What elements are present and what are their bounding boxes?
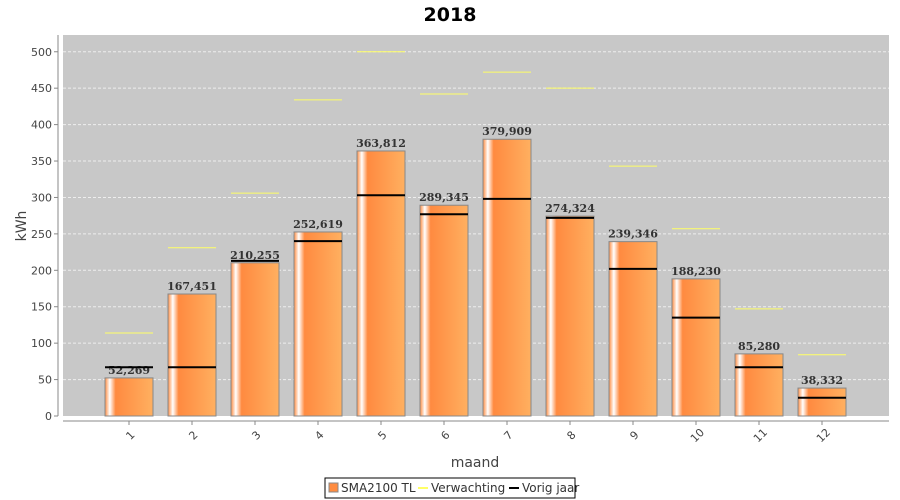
legend: SMA2100 TL Verwachting Vorig jaar [324,477,579,499]
x-tick-label: 1 [123,428,137,442]
y-tick-label: 250 [31,228,52,241]
bar [356,150,406,417]
x-tick-label: 10 [688,426,707,445]
chart-title: 2018 [424,4,477,26]
x-tick-label: 3 [249,428,263,442]
x-tick-label: 7 [501,428,515,442]
y-tick-label: 300 [31,191,52,204]
y-tick-label: 200 [31,264,52,277]
bar-label: 85,280 [738,340,780,353]
bar-label: 363,812 [356,137,406,150]
bar [482,138,532,417]
y-axis-label: kWh [14,211,30,242]
y-tick-label: 50 [38,374,52,387]
bar [419,204,469,417]
bar-label: 252,619 [293,218,343,231]
bar-label: 289,345 [419,191,469,204]
bar [797,387,847,417]
bar [545,215,595,417]
y-tick-label: 400 [31,119,52,132]
y-tick-label: 100 [31,337,52,350]
bar-label: 379,909 [482,125,532,138]
bar-label: 239,346 [608,228,658,241]
x-tick-label: 5 [375,428,389,442]
bar [293,231,343,417]
bar-label: 52,269 [108,364,150,377]
bar-label: 38,332 [801,374,843,387]
bar [608,241,658,417]
bar [167,293,217,417]
y-tick-label: 0 [45,410,52,423]
bar [734,353,784,417]
legend-label-sma: SMA2100 TL [341,481,416,495]
bar-label: 210,255 [230,249,280,262]
bar-label: 188,230 [671,265,721,278]
x-tick-label: 6 [438,428,452,442]
legend-swatch-sma [328,482,339,493]
legend-label-vorig-jaar: Vorig jaar [522,481,579,495]
y-tick-label: 450 [31,82,52,95]
x-tick-label: 8 [564,428,578,442]
bar-label: 167,451 [167,280,217,293]
x-axis-label: maand [451,455,500,471]
bar-label: 274,324 [545,202,595,215]
x-tick-label: 9 [627,428,641,442]
x-tick-label: 11 [751,426,770,445]
y-tick-label: 500 [31,46,52,59]
x-tick-label: 2 [186,428,200,442]
bar [230,262,280,417]
y-tick-label: 350 [31,155,52,168]
x-tick-label: 4 [312,428,326,442]
y-tick-label: 150 [31,301,52,314]
x-tick-label: 12 [814,426,833,445]
legend-label-verwachting: Verwachting [431,481,505,495]
bar [671,278,721,417]
bar [104,377,154,417]
